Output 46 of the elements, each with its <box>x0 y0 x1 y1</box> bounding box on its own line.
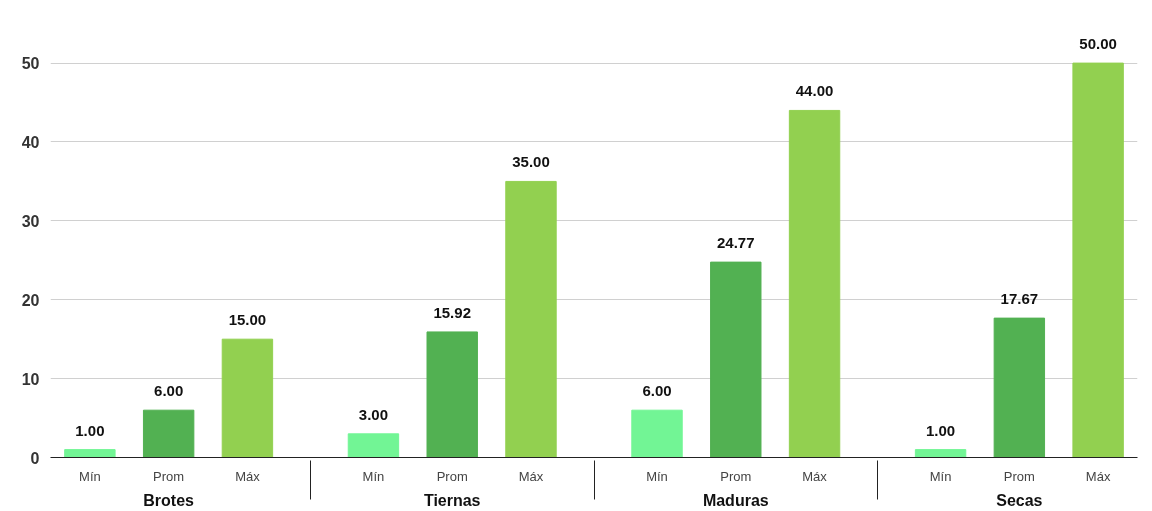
data-label: 15.92 <box>433 303 471 321</box>
data-label: 1.00 <box>925 421 956 439</box>
x-tick-label: Tiernas <box>423 491 481 509</box>
bar <box>505 180 557 458</box>
bar <box>710 261 762 458</box>
bar <box>142 409 195 458</box>
data-label: 6.00 <box>154 382 184 400</box>
y-tick-label: 0 <box>30 449 40 467</box>
x-tick-label: Secas <box>996 491 1043 509</box>
text: Prom <box>436 468 468 484</box>
series-label: Prom <box>153 468 185 484</box>
data-label: 24.77 <box>717 234 755 252</box>
bar <box>914 449 967 458</box>
bar <box>426 331 478 458</box>
bar <box>64 449 116 458</box>
text: Prom <box>1003 468 1035 484</box>
series-label: Mín <box>79 468 101 484</box>
data-label: 17.67 <box>1000 290 1039 308</box>
data-label: 44.00 <box>795 82 834 100</box>
series-label: Máx <box>235 468 261 484</box>
x-tick-label: Brotes <box>143 491 195 509</box>
y-tick-label: 40 <box>21 133 40 151</box>
data-label: 1.00 <box>75 421 105 439</box>
text: Máx <box>802 468 827 484</box>
bar <box>631 409 683 458</box>
y-tick-label: 20 <box>21 291 40 309</box>
data-label: 50.00 <box>1079 35 1117 53</box>
text: Máx <box>518 468 544 484</box>
data-label: 3.00 <box>358 405 389 423</box>
text: Prom <box>720 468 752 484</box>
y-tick-label: 10 <box>21 370 40 388</box>
text: Mín <box>646 468 668 484</box>
data-label: 6.00 <box>642 382 672 400</box>
text: Máx <box>1085 468 1111 484</box>
data-label: 15.00 <box>228 311 267 329</box>
bar <box>788 109 841 458</box>
bar <box>347 433 400 458</box>
x-tick-label: Maduras <box>702 491 769 509</box>
data-label: 35.00 <box>512 153 550 171</box>
bar <box>993 317 1046 458</box>
bar <box>221 338 274 458</box>
text: Mín <box>362 468 385 484</box>
bar <box>1072 62 1124 458</box>
y-tick-label: 50 <box>21 55 40 73</box>
text: Mín <box>929 468 952 484</box>
y-tick-label: 30 <box>21 212 40 230</box>
